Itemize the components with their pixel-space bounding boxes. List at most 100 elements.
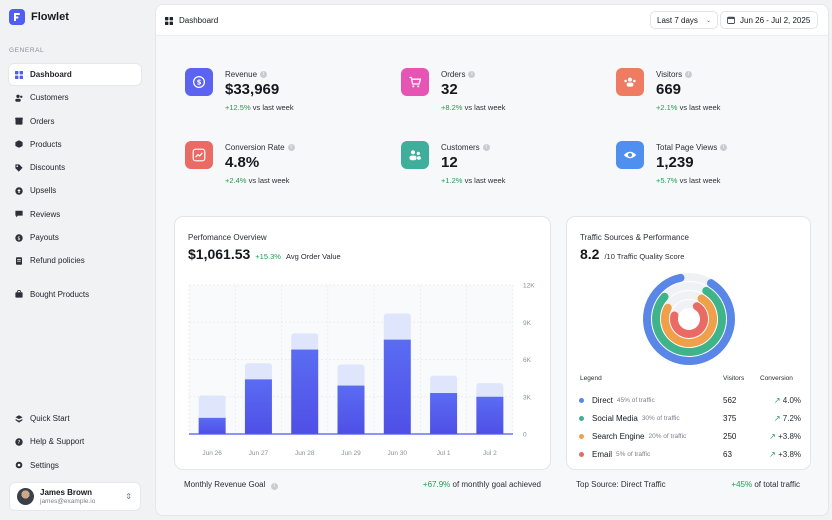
bar-segment-primary[interactable]	[430, 393, 458, 434]
radial-ring-search-engine[interactable]	[661, 294, 717, 347]
traffic-source-row[interactable]: Social Media 30% of traffic 375 ↗ 7.2%	[579, 411, 801, 425]
sidebar-item-products[interactable]: Products	[9, 134, 141, 155]
sidebar-item-bought-products[interactable]: Bought Products	[9, 284, 141, 305]
bar-segment-primary[interactable]	[476, 396, 504, 434]
main-panel: Dashboard Last 7 days ⌄ Jun 26 - Jul 2, …	[155, 4, 829, 516]
bar-segment-secondary[interactable]	[291, 333, 319, 354]
performance-card: Perfomance Overview $1,061.53 +15.3% Avg…	[174, 216, 551, 470]
radial-ring-social-media[interactable]	[652, 286, 726, 356]
bar-segment-primary[interactable]	[337, 385, 365, 434]
radial-ring-email[interactable]	[670, 302, 708, 338]
source-name: Search Engine	[592, 431, 645, 441]
radial-chart	[643, 273, 735, 365]
sidebar-item-upsells[interactable]: Upsells	[9, 180, 141, 201]
users-icon	[15, 94, 23, 102]
arrow-up-right-icon: ↗	[769, 431, 776, 441]
sidebar-item-label: Settings	[30, 460, 59, 470]
range-select[interactable]: Last 7 days ⌄	[650, 11, 718, 29]
sidebar-item-refund-policies[interactable]: Refund policies	[9, 250, 141, 271]
info-icon[interactable]: i	[260, 71, 268, 78]
info-icon[interactable]: i	[270, 483, 278, 490]
sidebar-item-help-support[interactable]: ? Help & Support	[9, 431, 141, 452]
bar-segment-secondary[interactable]	[244, 363, 272, 384]
stat-delta: +1.2% vs last week	[441, 176, 505, 185]
stat-value: 32	[441, 81, 458, 98]
info-icon[interactable]: i	[482, 144, 490, 151]
legend-dot	[579, 415, 584, 421]
breadcrumb: Dashboard	[165, 16, 218, 25]
traffic-source-row[interactable]: Search Engine 20% of traffic 250 ↗ +3.8%	[579, 429, 801, 443]
sidebar-item-reviews[interactable]: Reviews	[9, 204, 141, 225]
top-source-note: of total traffic	[754, 480, 800, 489]
stat-conversion-rate: Conversion Rate i 4.8% +2.4% vs last week	[185, 141, 385, 191]
sidebar-item-label: Customers	[30, 93, 69, 103]
chevron-updown-icon: ⇕	[125, 492, 132, 501]
bar-segment-secondary[interactable]	[476, 383, 504, 401]
source-share: 20% of traffic	[648, 432, 687, 440]
legend-dot	[579, 433, 584, 439]
info-icon[interactable]: i	[468, 71, 476, 78]
info-icon[interactable]: i	[685, 71, 693, 78]
sidebar-item-orders[interactable]: Orders	[9, 111, 141, 132]
sidebar-item-settings[interactable]: Settings	[9, 455, 141, 476]
bar-segment-primary[interactable]	[291, 349, 319, 434]
section-label: GENERAL	[9, 47, 45, 54]
y-tick-label: 3K	[523, 394, 532, 401]
sidebar-item-discounts[interactable]: Discounts	[9, 157, 141, 178]
date-range-picker[interactable]: Jun 26 - Jul 2, 2025	[720, 11, 818, 29]
stat-delta: +12.5% vs last week	[225, 103, 294, 112]
bar-segment-secondary[interactable]	[337, 364, 365, 390]
document-icon	[15, 257, 23, 265]
sidebar-item-dashboard[interactable]: Dashboard	[9, 64, 141, 85]
info-icon[interactable]: i	[720, 144, 728, 151]
sidebar-nav: Dashboard Customers Orders Products Discount…	[9, 64, 141, 307]
stat-value: 4.8%	[225, 154, 260, 171]
range-select-value: Last 7 days	[657, 15, 698, 25]
user-card[interactable]: James Brown james@example.io ⇕	[9, 482, 141, 511]
bar-segment-primary[interactable]	[383, 339, 411, 434]
sidebar-item-label: Refund policies	[30, 256, 85, 266]
stat-delta-value: +12.5%	[225, 103, 251, 112]
stat-label: Customers i	[441, 143, 490, 152]
layers-icon	[15, 414, 23, 423]
stat-delta: +5.7% vs last week	[656, 176, 720, 185]
sidebar-item-label: Bought Products	[30, 289, 90, 299]
bar-segment-primary[interactable]	[198, 417, 226, 434]
stat-label: Total Page Views i	[656, 143, 728, 152]
bar-segment-primary[interactable]	[244, 379, 272, 434]
performance-metric: Avg Order Value	[285, 252, 341, 261]
sidebar-item-label: Quick Start	[30, 414, 70, 423]
stat-delta-text: vs last week	[679, 176, 721, 185]
radial-ring-direct[interactable]	[643, 273, 735, 365]
stat-value: 1,239	[656, 154, 694, 171]
source-share: 45% of traffic	[616, 396, 655, 404]
bar-segment-secondary[interactable]	[430, 375, 458, 398]
source-conversion: ↗ 4.0%	[774, 396, 801, 405]
stat-delta-value: +8.2%	[441, 103, 463, 112]
x-tick-label: Jun 26	[202, 450, 222, 457]
stat-delta-text: vs last week	[248, 176, 290, 185]
traffic-source-row[interactable]: Direct 45% of traffic 562 ↗ 4.0%	[579, 393, 801, 407]
info-icon[interactable]: i	[287, 144, 295, 151]
source-share: 5% of traffic	[616, 450, 651, 458]
dollar-icon: $	[185, 68, 213, 96]
sidebar-item-payouts[interactable]: $ Payouts	[9, 227, 141, 248]
user-name: James Brown	[40, 488, 93, 497]
gear-icon	[15, 461, 23, 469]
sidebar-item-customers[interactable]: Customers	[9, 87, 141, 108]
bar-segment-secondary[interactable]	[383, 313, 411, 344]
sidebar-item-quick-start[interactable]: Quick Start	[9, 408, 141, 429]
top-source-share: +45% of total traffic	[696, 480, 800, 489]
traffic-score: 8.2	[580, 246, 600, 262]
monthly-goal-text: Monthly Revenue Goal	[184, 480, 266, 489]
sidebar-item-label: Orders	[30, 116, 55, 126]
traffic-card: Traffic Sources & Performance 8.2 /10 Tr…	[566, 216, 811, 470]
stat-label: Visitors i	[656, 70, 693, 79]
bar-segment-secondary[interactable]	[198, 395, 226, 422]
stat-visitors: Visitors i 669 +2.1% vs last week	[616, 68, 816, 118]
traffic-source-row[interactable]: Email 5% of traffic 63 ↗ +3.8%	[579, 447, 801, 461]
source-conversion-value: +3.8%	[778, 449, 801, 459]
monthly-goal-label: Monthly Revenue Goal i	[184, 480, 278, 490]
brand[interactable]: Flowlet	[9, 9, 69, 25]
flowlet-logo-icon	[9, 9, 25, 25]
